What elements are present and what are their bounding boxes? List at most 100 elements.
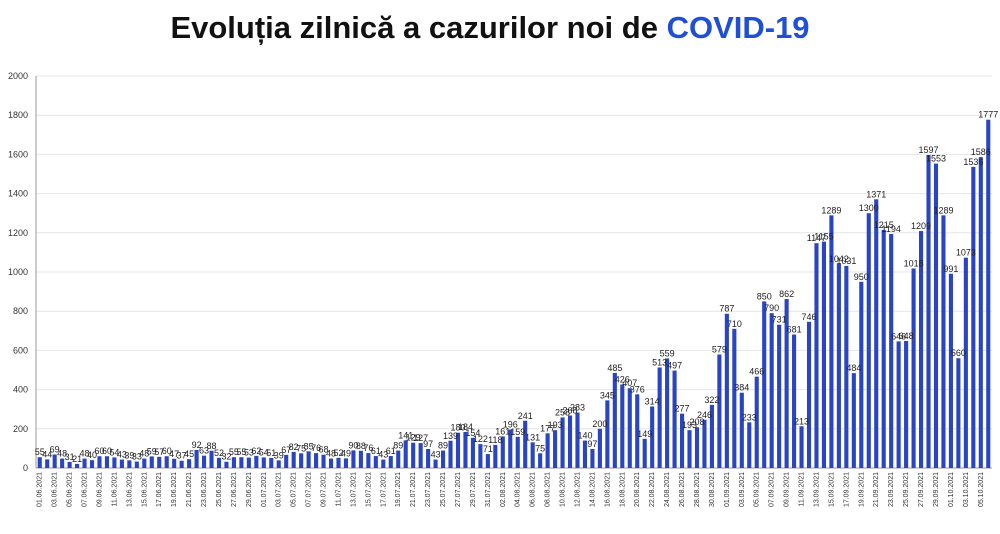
y-tick-label: 200 <box>13 424 28 434</box>
bar <box>538 453 543 468</box>
bar <box>971 166 976 468</box>
data-label: 39 <box>274 450 284 460</box>
bar <box>411 442 416 468</box>
bar <box>754 376 759 468</box>
data-label: 43 <box>431 450 441 460</box>
data-label: 48 <box>139 449 149 459</box>
bar <box>694 427 700 468</box>
bar <box>440 450 446 468</box>
data-label: 54 <box>109 447 119 457</box>
x-tick-label: 08.08.2021 <box>545 472 552 507</box>
bar <box>530 442 535 468</box>
x-tick-label: 07.07.2021 <box>306 472 313 507</box>
x-tick-label: 19.09.2021 <box>858 472 865 507</box>
y-tick-label: 1200 <box>8 228 28 238</box>
data-label: 159 <box>510 427 525 437</box>
data-label: 193 <box>548 420 563 430</box>
data-label: 67 <box>281 445 291 455</box>
data-label: 60 <box>94 446 104 456</box>
data-label: 61 <box>371 446 381 456</box>
bar <box>284 454 289 468</box>
bar <box>104 456 110 468</box>
bar <box>463 431 468 468</box>
bar <box>545 433 550 468</box>
x-tick-label: 27.06.2021 <box>231 472 238 507</box>
x-tick-label: 01.10.2021 <box>948 472 955 507</box>
data-labels: 5544694831214840606054433933485957604737… <box>35 110 999 464</box>
data-label: 196 <box>503 420 518 430</box>
x-tick-label: 25.09.2021 <box>903 472 910 507</box>
x-tick-label: 11.09.2021 <box>799 472 806 507</box>
bar <box>119 459 124 468</box>
x-tick-label: 17.07.2021 <box>380 472 387 507</box>
x-tick-label: 17.09.2021 <box>843 472 850 507</box>
bar <box>254 455 259 468</box>
bar <box>216 457 222 468</box>
data-label: 49 <box>341 448 351 458</box>
data-label: 314 <box>645 396 660 406</box>
bar <box>358 450 363 468</box>
data-label: 53 <box>244 448 254 458</box>
x-tick-label: 25.06.2021 <box>216 472 223 507</box>
bar <box>321 454 326 468</box>
x-tick-label: 19.06.2021 <box>171 472 178 507</box>
x-tick-label: 05.06.2021 <box>67 472 74 507</box>
x-tick-label: 05.09.2021 <box>754 472 761 507</box>
data-label: 57 <box>154 447 164 457</box>
x-tick-label: 13.06.2021 <box>126 472 133 507</box>
data-label: 37 <box>177 451 187 461</box>
bar <box>739 392 744 468</box>
bar <box>239 457 244 468</box>
data-label: 579 <box>712 345 727 355</box>
bar <box>567 415 573 468</box>
data-label: 345 <box>600 390 615 400</box>
bar <box>672 370 677 468</box>
data-label: 233 <box>742 412 757 422</box>
y-tick-label: 1000 <box>8 267 28 277</box>
bar <box>859 281 864 468</box>
data-label: 850 <box>757 291 772 301</box>
chart-title-text: Evoluția zilnică a cazurilor noi de <box>170 10 667 45</box>
data-label: 140 <box>577 431 592 441</box>
bar <box>650 406 655 468</box>
bar <box>582 440 588 468</box>
bar <box>485 454 490 468</box>
bar <box>478 444 483 468</box>
x-tick-label: 23.07.2021 <box>425 472 432 507</box>
data-label: 731 <box>772 315 787 325</box>
data-label: 1777 <box>978 110 998 120</box>
x-tick-label: 18.08.2021 <box>619 472 626 507</box>
data-label: 141 <box>398 430 413 440</box>
data-label: 45 <box>184 449 194 459</box>
data-label: 560 <box>951 348 966 358</box>
bar <box>328 458 334 468</box>
data-label: 950 <box>854 272 869 282</box>
data-label: 92 <box>192 440 202 450</box>
x-tick-label: 20.08.2021 <box>634 472 641 507</box>
bar <box>679 413 685 468</box>
x-tick-label: 05.10.2021 <box>978 472 985 507</box>
data-label: 1042 <box>829 254 849 264</box>
bar <box>336 457 341 468</box>
x-tick-label: 02.08.2021 <box>500 472 507 507</box>
bar <box>814 243 819 468</box>
bar <box>590 448 595 468</box>
data-label: 648 <box>899 331 914 341</box>
data-label: 485 <box>607 363 622 373</box>
data-label: 1371 <box>866 189 886 199</box>
bar <box>605 400 610 468</box>
bar <box>978 157 983 469</box>
x-tick-label: 05.07.2021 <box>291 472 298 507</box>
data-label: 497 <box>667 361 682 371</box>
bar <box>874 199 879 468</box>
data-label: 246 <box>697 410 712 420</box>
data-label: 52 <box>214 448 224 458</box>
bar <box>52 454 57 468</box>
x-tick-label: 07.06.2021 <box>82 472 89 507</box>
data-label: 746 <box>802 312 817 322</box>
x-tick-label: 01.07.2021 <box>261 472 268 507</box>
x-tick-label: 01.06.2021 <box>37 472 44 507</box>
data-label: 1031 <box>836 256 856 266</box>
data-label: 60 <box>102 446 112 456</box>
